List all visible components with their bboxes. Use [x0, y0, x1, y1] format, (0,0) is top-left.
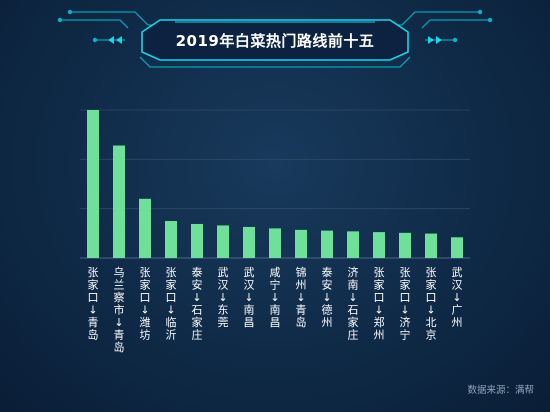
- bar: [451, 237, 463, 258]
- bar: [425, 233, 437, 258]
- title-box: [141, 19, 409, 61]
- bar: [321, 230, 333, 258]
- bar: [269, 228, 281, 258]
- bar: [217, 225, 229, 258]
- bar: [347, 231, 359, 258]
- x-tick-label: 济南↓石家庄: [348, 265, 359, 342]
- x-tick-label: 武汉↓东莞: [218, 266, 229, 329]
- x-tick-label: 张家口↓郑州: [374, 266, 385, 342]
- bar: [191, 223, 203, 258]
- bar: [165, 221, 177, 258]
- x-tick-label: 武汉↓广州: [452, 266, 463, 329]
- bar: [243, 226, 255, 258]
- x-tick-label: 泰安↓德州: [322, 265, 333, 329]
- chart-title: 2019年白菜热门路线前十五: [175, 32, 375, 50]
- x-tick-label: 泰安↓石家庄: [192, 265, 203, 342]
- bar: [113, 145, 125, 258]
- bar: [87, 110, 99, 258]
- bar: [295, 229, 307, 258]
- x-tick-label: 张家口↓北京: [426, 266, 437, 342]
- x-tick-label: 张家口↓青岛: [88, 266, 99, 342]
- data-source-note: 数据来源：满帮: [467, 385, 534, 396]
- bar: [399, 232, 411, 258]
- x-tick-label: 张家口↓潍坊: [140, 266, 151, 342]
- x-tick-label: 咸宁↓南昌: [270, 266, 281, 329]
- x-tick-label: 武汉↓南昌: [244, 266, 255, 329]
- x-tick-label: 张家口↓临沂: [166, 266, 177, 342]
- x-tick-label: 锦州↓青岛: [296, 265, 307, 329]
- x-tick-label: 乌兰察市↓青岛: [114, 265, 125, 354]
- bar: [139, 198, 151, 258]
- x-tick-label: 张家口↓济宁: [400, 266, 411, 342]
- bar: [373, 232, 385, 258]
